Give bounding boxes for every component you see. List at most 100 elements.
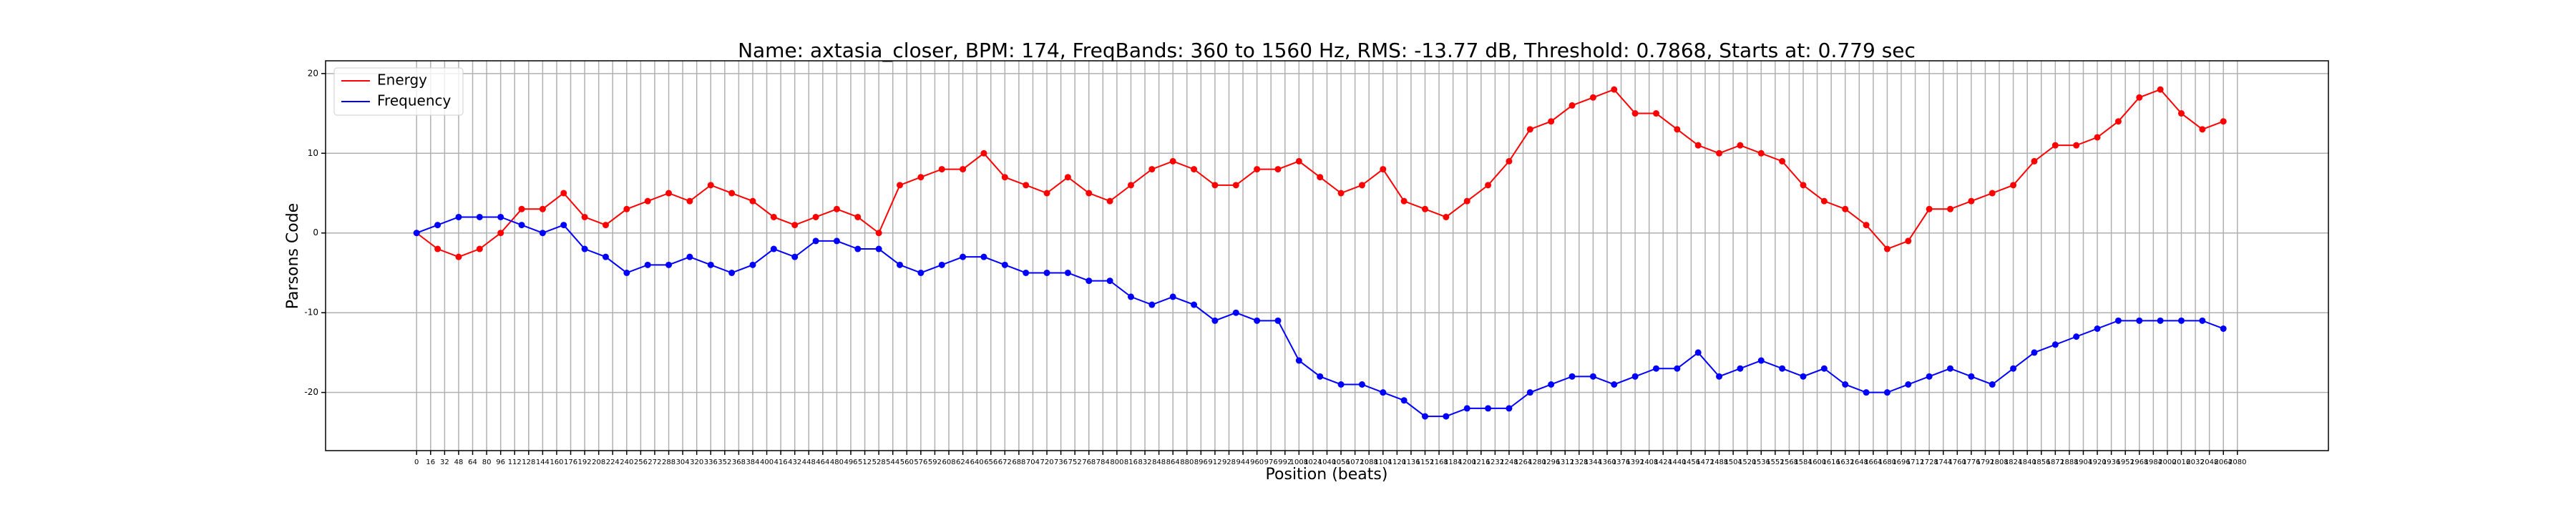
data-point <box>1422 413 1429 420</box>
legend-box <box>333 67 464 116</box>
data-point <box>1400 397 1407 404</box>
data-point <box>1989 381 1996 388</box>
data-point <box>2073 142 2080 149</box>
data-point <box>1169 157 1176 165</box>
x-tick-label: 1104 <box>1374 458 1392 466</box>
x-tick-label: 1648 <box>1850 458 1868 466</box>
data-point <box>1926 205 1933 212</box>
x-tick-label: 1920 <box>2088 458 2106 466</box>
legend-label: Frequency <box>377 92 451 109</box>
data-point <box>1358 381 1365 388</box>
x-tick-label: 640 <box>970 458 984 466</box>
data-point <box>2114 317 2122 324</box>
x-tick-label: 1568 <box>1780 458 1798 466</box>
data-point <box>812 237 819 245</box>
data-point <box>1064 174 1071 181</box>
data-point <box>1842 205 1849 212</box>
x-tick-label: 1520 <box>1738 458 1756 466</box>
data-point <box>897 182 904 189</box>
x-tick-label: 448 <box>802 458 816 466</box>
data-point <box>2114 118 2122 125</box>
x-tick-label: 544 <box>886 458 899 466</box>
data-point <box>1169 293 1176 300</box>
x-tick-label: 1472 <box>1696 458 1714 466</box>
chart-title: Name: axtasia_closer, BPM: 174, FreqBand… <box>738 39 1916 62</box>
data-point <box>1443 213 1450 220</box>
data-point <box>770 245 777 252</box>
data-point <box>833 237 840 245</box>
x-tick-label: 1280 <box>1528 458 1546 466</box>
x-tick-label: 1744 <box>1934 458 1952 466</box>
data-point <box>1085 278 1093 285</box>
data-point <box>2094 134 2101 141</box>
data-point <box>1148 301 1156 308</box>
x-tick-label: 1664 <box>1864 458 1882 466</box>
y-tick-label: -10 <box>304 308 318 318</box>
data-point <box>1611 381 1618 388</box>
x-tick-label: 704 <box>1026 458 1040 466</box>
data-point <box>1106 197 1113 205</box>
x-tick-label: 192 <box>578 458 592 466</box>
data-point <box>2136 94 2143 101</box>
x-tick-label: 1488 <box>1710 458 1728 466</box>
data-point <box>665 190 673 197</box>
x-tick-label: 0 <box>414 458 419 466</box>
data-point <box>1905 381 1912 388</box>
data-point <box>1883 389 1890 396</box>
data-point <box>539 205 546 212</box>
data-point <box>2031 349 2038 356</box>
data-point <box>1779 157 1786 165</box>
data-point <box>1127 293 1134 300</box>
data-point <box>1631 373 1639 380</box>
data-point <box>2136 317 2143 324</box>
x-tick-label: 1888 <box>2060 458 2078 466</box>
data-point <box>1043 190 1050 197</box>
x-tick-label: 1600 <box>1808 458 1826 466</box>
y-tick-label: -20 <box>304 387 318 397</box>
data-point <box>2157 317 2164 324</box>
x-axis-label: Position (beats) <box>1266 466 1388 484</box>
data-point <box>728 190 736 197</box>
x-tick-label: 736 <box>1054 458 1068 466</box>
data-point <box>938 166 945 173</box>
data-point <box>1863 222 1870 229</box>
data-point <box>980 149 987 157</box>
x-tick-label: 768 <box>1082 458 1096 466</box>
data-point <box>1947 365 1954 372</box>
x-tick-label: 896 <box>1194 458 1208 466</box>
data-point <box>1968 373 1975 380</box>
data-point <box>2094 325 2101 332</box>
x-tick-label: 400 <box>760 458 774 466</box>
data-point <box>497 213 504 220</box>
x-tick-label: 1856 <box>2032 458 2050 466</box>
x-tick-label: 272 <box>648 458 661 466</box>
data-point <box>812 213 819 220</box>
x-tick-label: 368 <box>732 458 746 466</box>
data-point <box>1652 110 1659 117</box>
x-tick-label: 2016 <box>2172 458 2190 466</box>
data-point <box>1064 269 1071 276</box>
data-point <box>1023 269 1030 276</box>
data-point <box>686 253 693 260</box>
x-tick-label: 1184 <box>1444 458 1462 466</box>
data-point <box>1085 190 1093 197</box>
y-tick-label: 20 <box>308 68 318 78</box>
data-point <box>434 222 441 229</box>
x-tick-label: 944 <box>1236 458 1250 466</box>
data-point <box>1737 142 1744 149</box>
x-tick-label: 112 <box>508 458 522 466</box>
x-tick-label: 32 <box>440 458 449 466</box>
x-tick-label: 832 <box>1138 458 1151 466</box>
data-point <box>2220 118 2227 125</box>
data-point <box>917 269 924 276</box>
data-point <box>1779 365 1786 372</box>
data-point <box>833 205 840 212</box>
x-tick-label: 352 <box>718 458 731 466</box>
data-point <box>1820 365 1828 372</box>
x-tick-label: 1376 <box>1612 458 1630 466</box>
data-point <box>623 269 630 276</box>
x-tick-label: 256 <box>634 458 648 466</box>
x-tick-label: 384 <box>746 458 759 466</box>
data-point <box>1317 373 1324 380</box>
data-point <box>2010 182 2017 189</box>
